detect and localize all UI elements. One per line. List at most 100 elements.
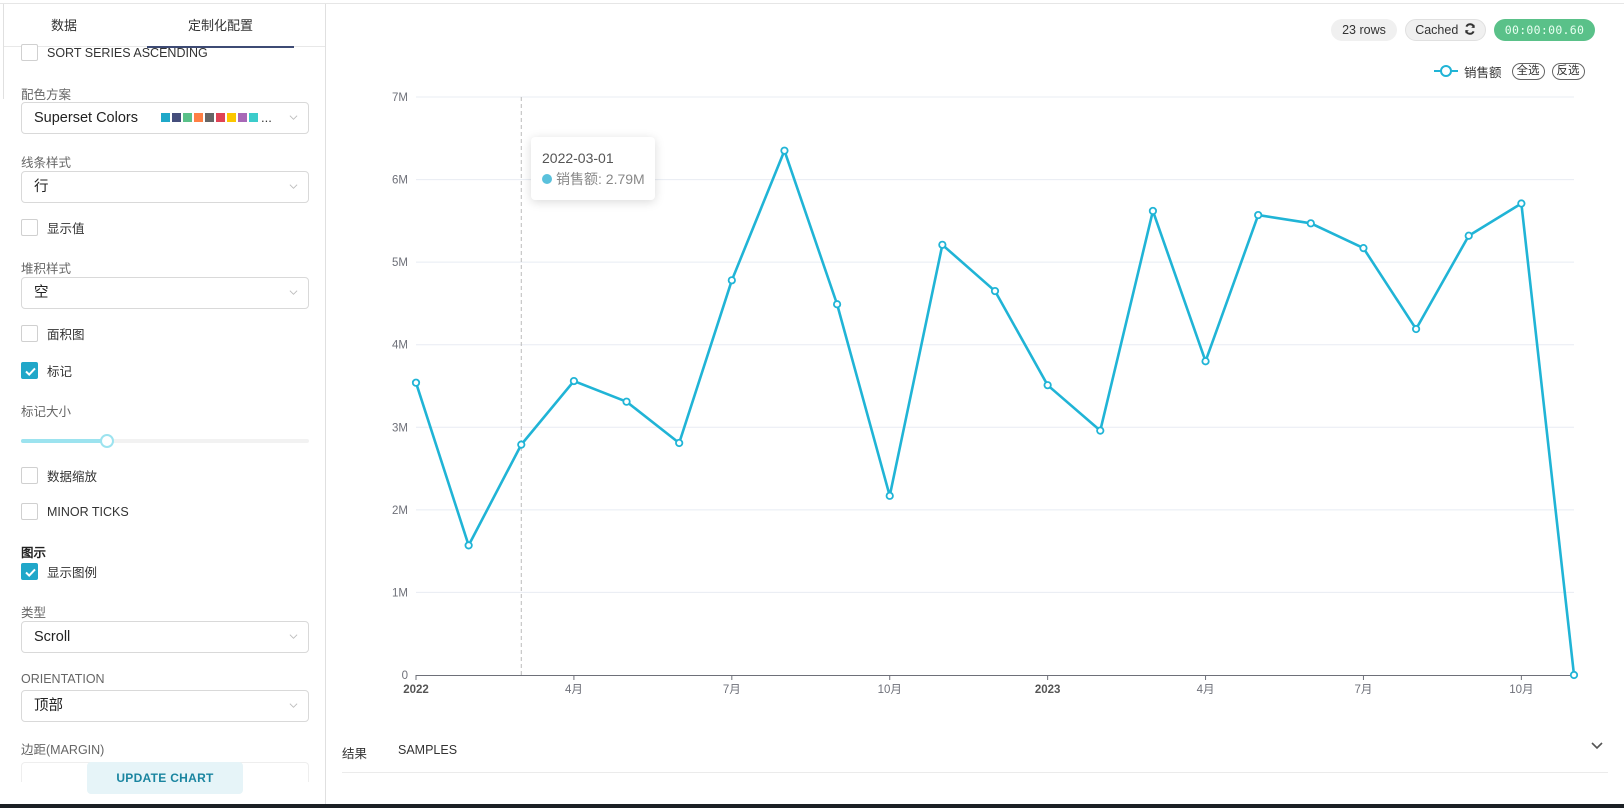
data-point-marker[interactable] bbox=[1306, 219, 1315, 228]
orientation-label: ORIENTATION bbox=[21, 672, 105, 686]
checkbox-box[interactable] bbox=[21, 467, 38, 484]
data-point-marker[interactable] bbox=[464, 541, 473, 550]
legend-section-title: 图示 bbox=[21, 546, 47, 560]
svg-text:2022: 2022 bbox=[403, 684, 429, 696]
checkbox-label: 数据缩放 bbox=[47, 470, 98, 484]
data-point-marker[interactable] bbox=[1254, 210, 1263, 220]
chevron-down-icon bbox=[289, 115, 298, 120]
checkbox-box[interactable] bbox=[21, 503, 38, 520]
data-point-marker[interactable] bbox=[1464, 231, 1473, 240]
data-point-marker[interactable] bbox=[780, 146, 789, 155]
select-value: Superset Colors bbox=[34, 110, 138, 126]
chevron-down-icon bbox=[289, 290, 298, 295]
data-point-marker[interactable] bbox=[832, 300, 842, 309]
control-tabs: 数据 定制化配置 bbox=[4, 4, 325, 48]
data-point-marker[interactable] bbox=[1359, 244, 1368, 253]
svg-text:4M: 4M bbox=[392, 340, 408, 352]
line-style-label: 线条样式 bbox=[21, 156, 72, 170]
data-point-marker[interactable] bbox=[1517, 199, 1526, 208]
data-point-marker[interactable] bbox=[990, 286, 1000, 296]
checkbox-box-checked[interactable] bbox=[21, 563, 38, 580]
data-point-marker[interactable] bbox=[411, 378, 421, 387]
data-point-marker[interactable] bbox=[1411, 324, 1421, 334]
tab-samples[interactable]: SAMPLES bbox=[398, 743, 458, 757]
legend-invert-select-button[interactable]: 反选 bbox=[1551, 62, 1585, 80]
checkbox-box[interactable] bbox=[21, 325, 38, 342]
checkbox-box-checked[interactable] bbox=[21, 362, 38, 379]
line-chart[interactable]: 0 1M 2M 3M 4M 5M 6M 7M 2022 4月 7月 10月 2023 4月 7月 10月 bbox=[0, 0, 1624, 720]
svg-text:10月: 10月 bbox=[1509, 684, 1533, 696]
refresh-icon[interactable] bbox=[1464, 23, 1476, 35]
data-point-marker[interactable] bbox=[517, 440, 526, 449]
svg-text:7M: 7M bbox=[392, 92, 408, 104]
data-zoom-checkbox[interactable]: 数据缩放 bbox=[21, 466, 97, 485]
data-point-marker[interactable] bbox=[1043, 381, 1052, 390]
data-point-marker[interactable] bbox=[1096, 426, 1105, 435]
svg-text:0: 0 bbox=[402, 670, 408, 682]
data-point-marker[interactable] bbox=[727, 276, 736, 285]
chevron-down-icon bbox=[289, 703, 298, 708]
show-values-checkbox[interactable]: 显示值 bbox=[21, 218, 85, 237]
color-scheme-select[interactable]: Superset Colors ... bbox=[21, 102, 309, 134]
checkbox-box[interactable] bbox=[21, 44, 38, 61]
legend-item-sales[interactable]: 销售额 bbox=[1464, 65, 1502, 80]
slider-rail[interactable] bbox=[21, 439, 309, 443]
bottom-edge bbox=[0, 804, 1624, 808]
sales-series-line[interactable] bbox=[414, 149, 1576, 676]
data-point-marker[interactable] bbox=[1201, 357, 1210, 366]
data-point-marker[interactable] bbox=[938, 240, 947, 249]
select-value: 顶部 bbox=[34, 698, 63, 714]
cached-badge[interactable]: Cached bbox=[1405, 19, 1486, 41]
color-swatch bbox=[227, 113, 236, 122]
color-swatch bbox=[161, 113, 170, 122]
svg-text:1M: 1M bbox=[392, 587, 408, 599]
tab-customize[interactable]: 定制化配置 bbox=[147, 4, 294, 48]
color-swatch bbox=[183, 113, 192, 122]
tab-results[interactable]: 结果 bbox=[342, 747, 368, 761]
line-series-legend-icon[interactable] bbox=[1434, 64, 1458, 78]
data-point-marker[interactable] bbox=[622, 397, 631, 406]
line-style-select[interactable]: 行 bbox=[21, 171, 309, 203]
orientation-select[interactable]: 顶部 bbox=[21, 690, 309, 722]
checkbox-label: 显示值 bbox=[47, 222, 85, 236]
show-legend-checkbox[interactable]: 显示图例 bbox=[21, 562, 97, 581]
color-swatch bbox=[205, 113, 214, 122]
x-axis: 2022 4月 7月 10月 2023 4月 7月 10月 bbox=[403, 675, 1574, 696]
control-panel: 数据 定制化配置 SORT SERIES ASCENDING 配色方案 Supe… bbox=[0, 4, 326, 804]
checkbox-label: 标记 bbox=[47, 365, 73, 379]
marker-size-label: 标记大小 bbox=[21, 405, 72, 419]
slider-handle[interactable] bbox=[100, 434, 114, 448]
svg-text:7月: 7月 bbox=[1355, 684, 1373, 696]
data-point-marker[interactable] bbox=[1569, 670, 1579, 680]
checkbox-label: 面积图 bbox=[47, 328, 85, 342]
data-point-marker[interactable] bbox=[885, 491, 894, 500]
checkbox-box[interactable] bbox=[21, 219, 38, 236]
data-point-marker[interactable] bbox=[1148, 206, 1158, 216]
svg-text:5M: 5M bbox=[392, 257, 408, 269]
sales-series-markers[interactable] bbox=[411, 146, 1579, 680]
minor-ticks-checkbox[interactable]: MINOR TICKS bbox=[21, 503, 129, 520]
color-swatch bbox=[238, 113, 247, 122]
legend-select-all-button[interactable]: 全选 bbox=[1511, 62, 1545, 80]
data-point-marker[interactable] bbox=[569, 376, 579, 386]
sort-series-ascending-checkbox[interactable]: SORT SERIES ASCENDING bbox=[21, 44, 208, 61]
query-timer: 00:00:00.60 bbox=[1494, 19, 1595, 41]
marker-size-slider[interactable] bbox=[21, 434, 309, 448]
y-axis-labels: 0 1M 2M 3M 4M 5M 6M 7M bbox=[392, 92, 408, 682]
tooltip-series-row: 销售额: 2.79M bbox=[542, 171, 645, 187]
area-chart-checkbox[interactable]: 面积图 bbox=[21, 324, 85, 343]
margin-label: 边距(MARGIN) bbox=[21, 743, 105, 757]
data-point-marker[interactable] bbox=[675, 438, 684, 448]
chart-tooltip: 2022-03-01 销售额: 2.79M bbox=[531, 137, 655, 200]
checkmark-icon bbox=[25, 367, 36, 377]
chevron-down-icon bbox=[289, 184, 298, 189]
collapse-chevron-icon[interactable] bbox=[1591, 741, 1603, 751]
stack-style-label: 堆积样式 bbox=[21, 262, 72, 276]
tab-data[interactable]: 数据 bbox=[50, 18, 77, 33]
legend-type-select[interactable]: Scroll bbox=[21, 621, 309, 653]
slider-track bbox=[21, 439, 107, 443]
update-chart-button[interactable]: UPDATE CHART bbox=[87, 762, 243, 794]
stack-style-select[interactable]: 空 bbox=[21, 277, 309, 309]
markers-checkbox[interactable]: 标记 bbox=[21, 361, 72, 380]
